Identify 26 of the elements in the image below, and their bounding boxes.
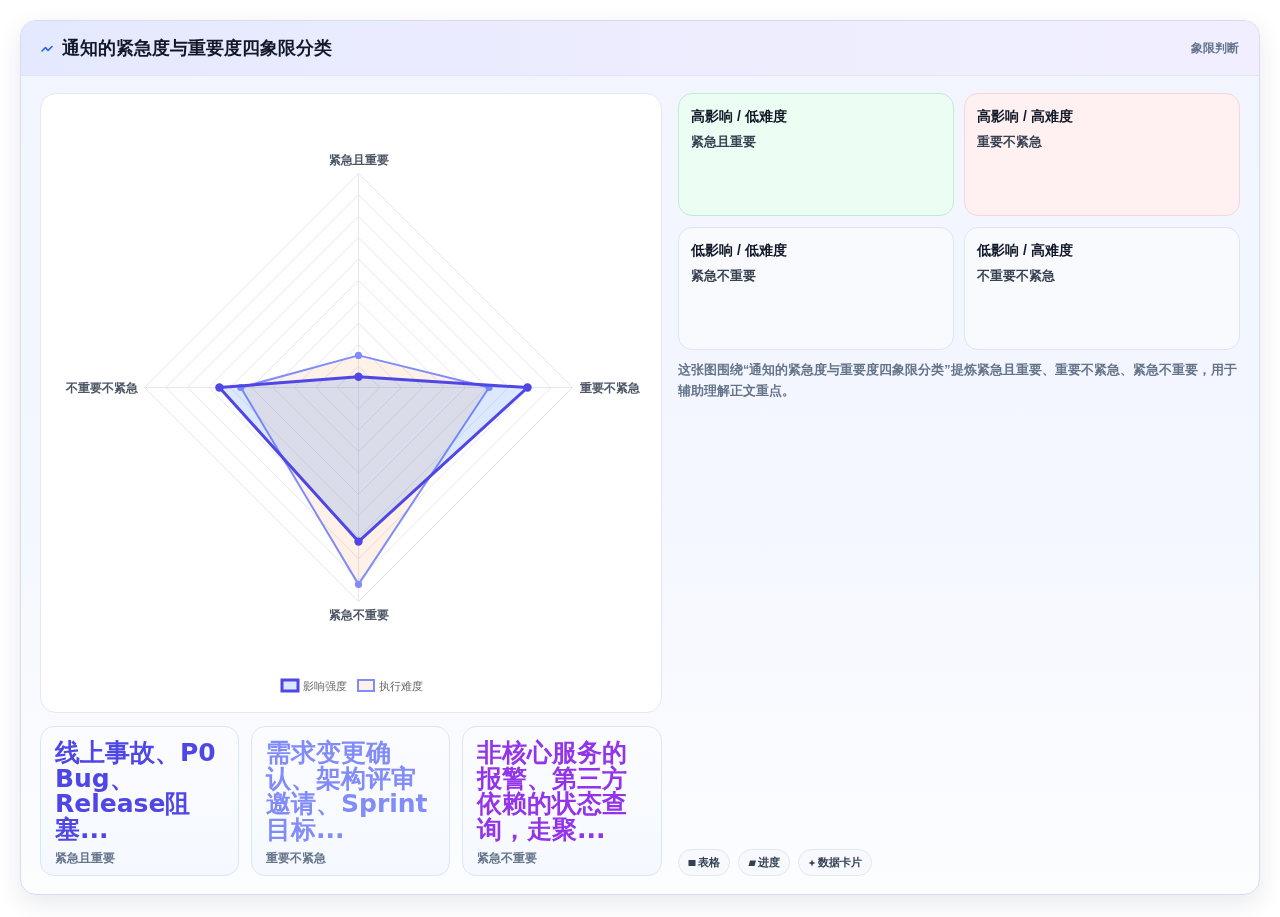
text: 低影响 / 高难度 — [977, 241, 1073, 260]
text: 重要不紧急 — [977, 134, 1042, 151]
text: 紧急不重要 — [691, 268, 756, 285]
text: 需求变更确认、架构评审邀请、Sprint目标... — [266, 738, 429, 844]
text: 重要不紧急 — [266, 850, 326, 867]
legend-label: 执行难度 — [379, 680, 423, 692]
text: 高影响 / 高难度 — [977, 107, 1073, 126]
text: 象限判断 — [1191, 40, 1239, 57]
text: 进度 — [758, 855, 780, 870]
text: 这张图围绕“通知的紧急度与重要度四象限分类”提炼紧急且重要、重要不紧急、紧急不重要，用于辅助理解正文重点。 — [678, 361, 1238, 400]
text: 非核心服务的报警、第三方依赖的状态查询，走聚... — [477, 738, 628, 844]
text: 通知的紧急度与重要度四象限分类 — [62, 37, 332, 60]
text: 表格 — [698, 855, 720, 870]
text: 高影响 / 低难度 — [691, 107, 787, 126]
text: 线上事故、P0 Bug、Release阻塞... — [55, 738, 217, 844]
text: 低影响 / 低难度 — [691, 241, 787, 260]
text: 数据卡片 — [818, 855, 862, 870]
legend-label: 影响强度 — [303, 680, 347, 692]
spoke-label: 不重要不紧急 — [64, 380, 139, 395]
text: 紧急且重要 — [55, 850, 115, 867]
spoke-label: 重要不紧急 — [578, 380, 641, 395]
text: 紧急不重要 — [477, 850, 537, 867]
text: 紧急且重要 — [691, 134, 756, 151]
text: 不重要不紧急 — [977, 268, 1055, 285]
spoke-label: 紧急不重要 — [328, 608, 389, 622]
spoke-label: 紧急且重要 — [328, 153, 389, 167]
